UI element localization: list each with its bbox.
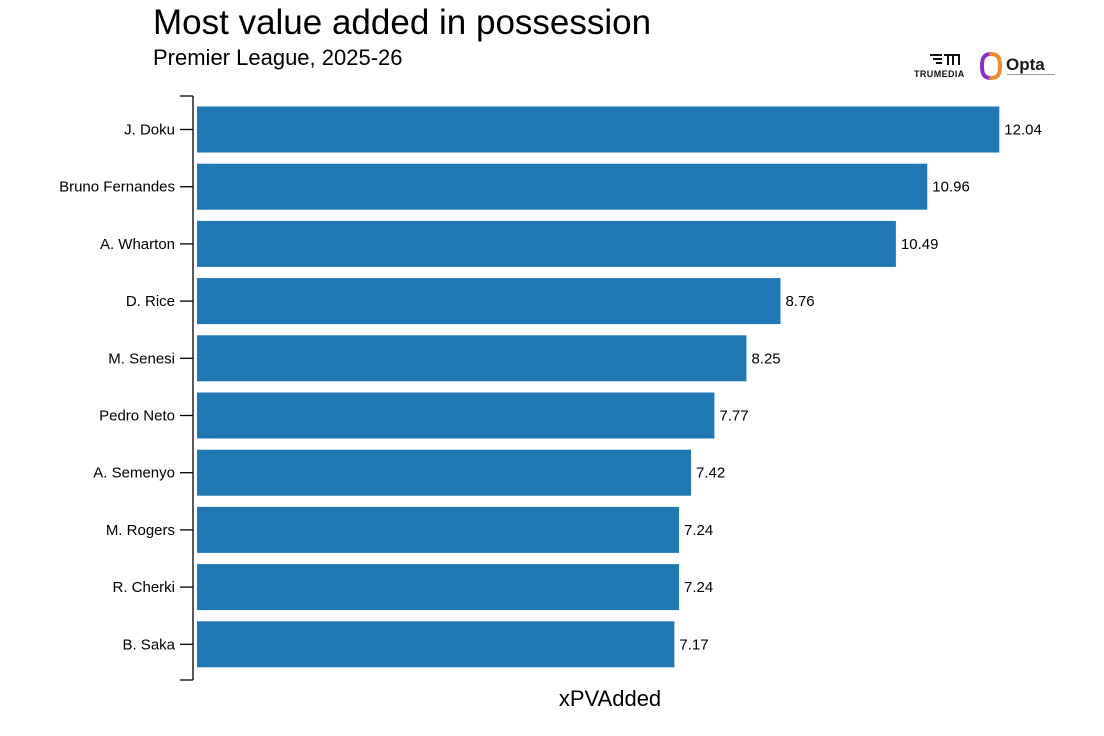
data-label: 12.04 <box>1004 122 1042 139</box>
y-tick-label: A. Wharton <box>100 236 175 253</box>
bar <box>197 449 692 496</box>
y-tick-label: A. Semenyo <box>93 465 175 482</box>
data-label: 10.96 <box>932 179 970 196</box>
y-tick-label: R. Cherki <box>112 579 175 596</box>
bar <box>197 278 781 325</box>
chart-title: Most value added in possession <box>153 3 652 42</box>
opta-logo-text: Opta <box>1006 55 1045 74</box>
truemedia-logo-text: TRUMEDIA <box>914 69 965 79</box>
data-label: 7.24 <box>684 579 713 596</box>
truemedia-logo: TRUMEDIA <box>910 50 976 82</box>
bar <box>197 564 680 611</box>
data-label: 7.17 <box>679 636 708 653</box>
y-tick-label: M. Rogers <box>106 522 175 539</box>
data-label: 10.49 <box>901 236 939 253</box>
x-axis-label: xPVAdded <box>558 686 662 711</box>
bar <box>197 163 928 210</box>
data-label: 8.76 <box>785 293 814 310</box>
bar <box>197 106 1000 153</box>
data-label: 7.42 <box>696 465 725 482</box>
y-tick-label: Bruno Fernandes <box>59 179 175 196</box>
data-label: 7.24 <box>684 522 713 539</box>
y-tick-label: M. Senesi <box>108 350 175 367</box>
opta-mark-icon <box>980 52 1002 80</box>
y-tick-label: D. Rice <box>126 293 175 310</box>
chart-subtitle: Premier League, 2025-26 <box>153 45 403 70</box>
truemedia-mark-icon <box>930 54 960 65</box>
y-tick-label: Pedro Neto <box>99 408 175 425</box>
bar <box>197 335 747 382</box>
y-tick-label: J. Doku <box>124 122 175 139</box>
data-label: 8.25 <box>751 350 780 367</box>
opta-logo: Opta <box>980 52 1070 82</box>
bar <box>197 220 896 267</box>
logos: TRUMEDIA Opta <box>910 50 1070 84</box>
data-label: 7.77 <box>719 408 748 425</box>
y-tick-label: B. Saka <box>122 636 175 653</box>
bar <box>197 621 675 668</box>
bar <box>197 506 680 553</box>
opta-logo-subline <box>1007 74 1055 76</box>
bar <box>197 392 715 439</box>
